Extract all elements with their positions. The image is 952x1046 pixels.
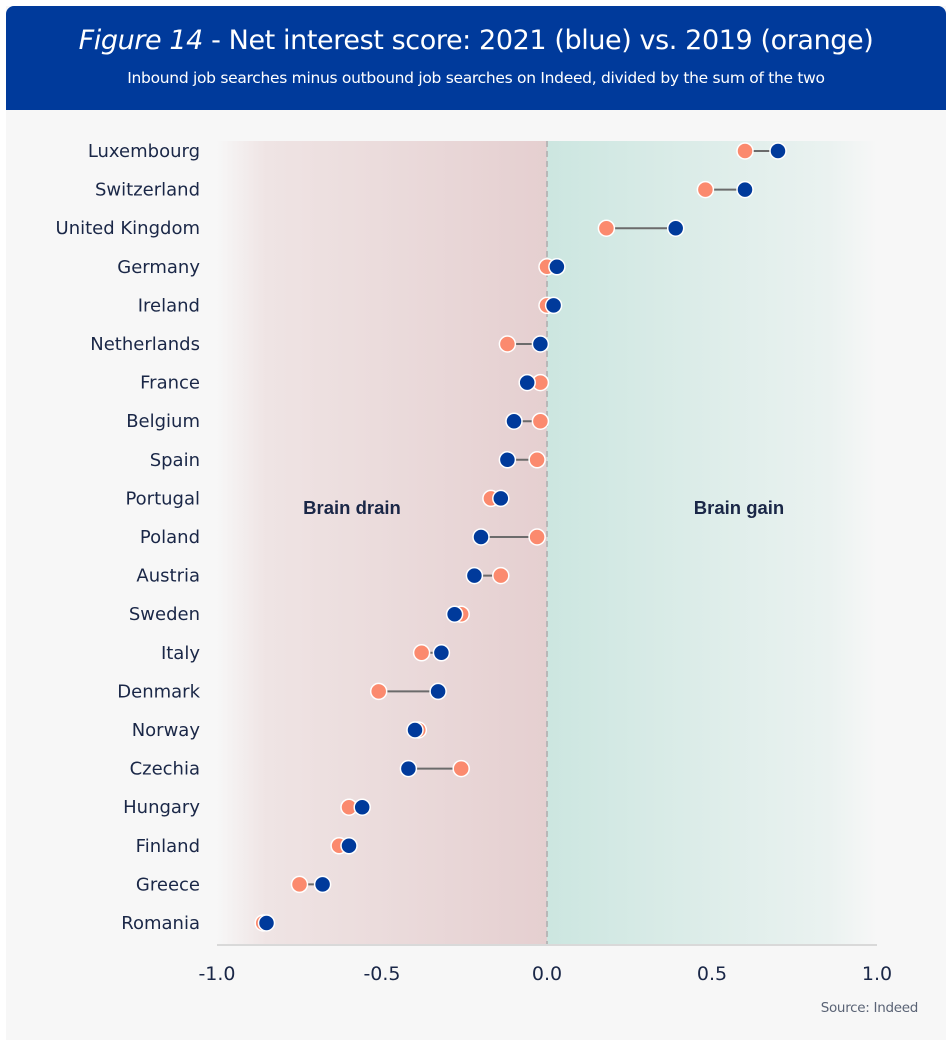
country-row: Poland bbox=[140, 527, 546, 548]
point-2021 bbox=[544, 296, 563, 315]
country-row: Denmark bbox=[117, 681, 447, 702]
country-row: Luxembourg bbox=[88, 141, 787, 162]
point-2021 bbox=[353, 798, 371, 816]
point-2021 bbox=[736, 180, 754, 199]
point-2021 bbox=[505, 412, 523, 430]
point-2019 bbox=[528, 451, 546, 469]
country-label: Romania bbox=[121, 913, 200, 934]
point-2021 bbox=[518, 373, 536, 392]
x-tick-label: -1.0 bbox=[198, 963, 235, 985]
point-2021 bbox=[498, 451, 517, 469]
point-2021 bbox=[432, 644, 451, 662]
country-row: Sweden bbox=[129, 604, 470, 625]
point-2019 bbox=[452, 759, 470, 778]
point-2019 bbox=[369, 682, 388, 701]
x-tick-label: 0.5 bbox=[697, 963, 727, 985]
country-label: Czechia bbox=[130, 759, 200, 780]
point-2019 bbox=[412, 644, 431, 662]
country-row: Portugal bbox=[125, 488, 510, 509]
country-label: Norway bbox=[132, 720, 201, 741]
point-2019 bbox=[290, 875, 309, 894]
country-row: Netherlands bbox=[90, 334, 550, 355]
country-row: Romania bbox=[121, 913, 276, 934]
x-tick-label: -0.5 bbox=[363, 963, 400, 985]
figure-header: Figure 14 - Net interest score: 2021 (bl… bbox=[6, 6, 946, 110]
country-label: Greece bbox=[136, 874, 200, 895]
brain-gain-region bbox=[547, 141, 877, 945]
figure-number: Figure 14 bbox=[78, 25, 204, 56]
point-2019 bbox=[597, 219, 616, 237]
x-tick-label: 1.0 bbox=[862, 963, 892, 985]
point-2021 bbox=[465, 566, 484, 585]
country-row: France bbox=[140, 373, 550, 394]
country-row: United Kingdom bbox=[56, 218, 685, 239]
brain-drain-label: Brain drain bbox=[303, 497, 401, 518]
country-label: Austria bbox=[136, 566, 200, 587]
point-2021 bbox=[429, 682, 447, 701]
country-label: Switzerland bbox=[95, 180, 200, 201]
country-label: Denmark bbox=[117, 681, 200, 702]
chart-rows: Luxembourg Switzerland United Kingdom Germa… bbox=[56, 141, 787, 934]
country-row: Ireland bbox=[138, 295, 563, 316]
title-text: - Net interest score: 2021 (blue) vs. 20… bbox=[202, 25, 874, 56]
point-2021 bbox=[257, 914, 276, 932]
chart-title: Figure 14 - Net interest score: 2021 (bl… bbox=[6, 24, 946, 58]
country-label: Sweden bbox=[129, 604, 200, 625]
point-2019 bbox=[531, 412, 550, 430]
point-2021 bbox=[472, 528, 490, 546]
country-label: France bbox=[140, 373, 200, 394]
country-row: Czechia bbox=[130, 759, 470, 780]
point-2021 bbox=[492, 489, 510, 508]
point-2019 bbox=[492, 566, 510, 585]
point-2019 bbox=[528, 528, 546, 546]
point-2019 bbox=[736, 142, 754, 160]
point-2021 bbox=[769, 142, 787, 160]
country-row: Finland bbox=[136, 836, 358, 857]
country-row: Austria bbox=[136, 566, 510, 587]
x-axis-ticks: -1.0 -0.5 0.0 0.5 1.0 bbox=[198, 963, 892, 985]
point-2021 bbox=[406, 721, 424, 739]
country-row: Norway bbox=[132, 720, 428, 741]
country-row: Greece bbox=[136, 874, 332, 895]
country-label: Ireland bbox=[138, 295, 200, 316]
country-label: Finland bbox=[136, 836, 200, 857]
x-tick-label: 0.0 bbox=[532, 963, 562, 985]
point-2021 bbox=[313, 875, 332, 894]
country-label: Portugal bbox=[125, 488, 200, 509]
country-row: Italy bbox=[161, 643, 451, 664]
country-label: Poland bbox=[140, 527, 200, 548]
country-row: Belgium bbox=[126, 411, 550, 432]
point-2021 bbox=[340, 837, 358, 855]
point-2021 bbox=[548, 258, 566, 276]
point-2021 bbox=[399, 759, 418, 778]
country-row: Hungary bbox=[123, 797, 371, 818]
point-2021 bbox=[445, 605, 464, 623]
point-2021 bbox=[531, 335, 550, 353]
country-label: United Kingdom bbox=[56, 218, 200, 239]
source-note: Source: Indeed bbox=[820, 1000, 919, 1016]
brain-drain-region bbox=[217, 141, 547, 945]
country-label: Belgium bbox=[126, 411, 200, 432]
country-row: Germany bbox=[117, 257, 566, 278]
chart-subtitle: Inbound job searches minus outbound job … bbox=[127, 69, 825, 87]
point-2019 bbox=[696, 180, 715, 199]
point-2019 bbox=[498, 335, 517, 353]
country-label: Luxembourg bbox=[88, 141, 200, 162]
brain-gain-label: Brain gain bbox=[694, 497, 784, 518]
country-label: Italy bbox=[161, 643, 200, 664]
country-label: Netherlands bbox=[90, 334, 200, 355]
country-row: Spain bbox=[150, 450, 546, 471]
country-row: Switzerland bbox=[95, 180, 754, 201]
country-label: Germany bbox=[117, 257, 200, 278]
country-label: Spain bbox=[150, 450, 200, 471]
country-label: Hungary bbox=[123, 797, 200, 818]
point-2021 bbox=[666, 219, 685, 237]
